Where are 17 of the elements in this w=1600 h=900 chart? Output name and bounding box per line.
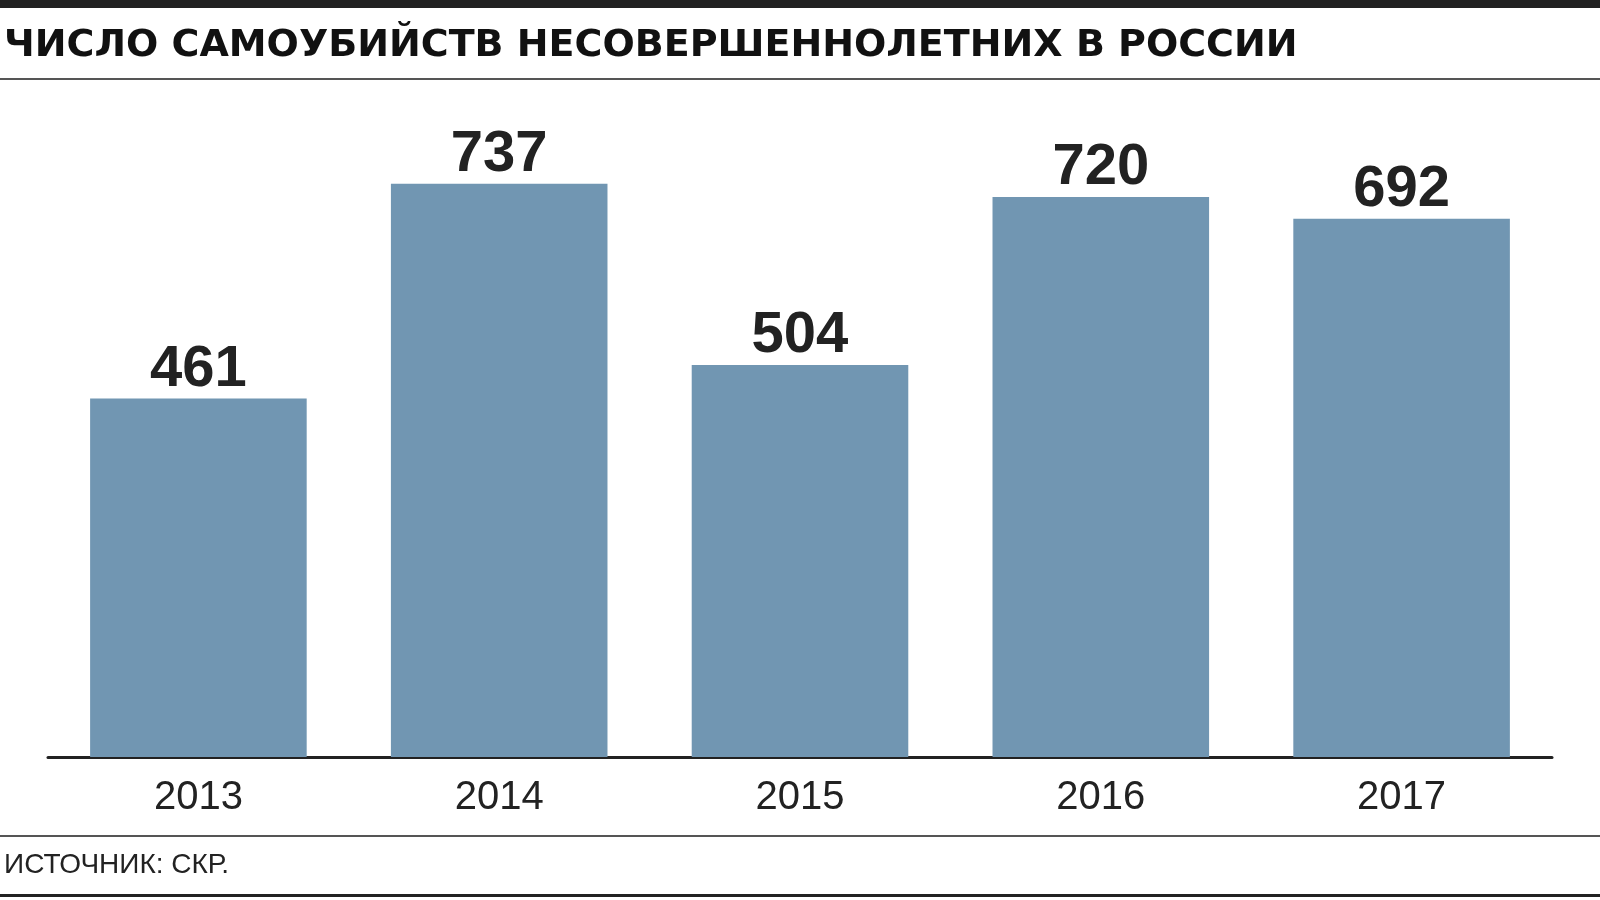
chart-title: ЧИСЛО САМОУБИЙСТВ НЕСОВЕРШЕННОЛЕТНИХ В РОССИИ — [0, 0, 1600, 80]
bar — [390, 183, 608, 757]
data-label: 504 — [751, 299, 849, 365]
bar — [992, 196, 1210, 757]
data-label: 737 — [450, 118, 548, 184]
bar — [691, 364, 909, 757]
x-tick-label: 2015 — [755, 773, 845, 817]
x-tick-label: 2016 — [1056, 773, 1146, 817]
data-label: 692 — [1353, 153, 1450, 219]
bar — [90, 398, 307, 757]
x-tick-label: 2017 — [1357, 773, 1447, 817]
bar — [1293, 218, 1510, 757]
data-label: 461 — [150, 332, 247, 398]
x-tick-label: 2013 — [153, 773, 243, 817]
x-tick-label: 2014 — [454, 773, 544, 817]
text: ИСТОЧНИК: СКР. — [4, 848, 229, 880]
data-label: 720 — [1052, 131, 1150, 197]
